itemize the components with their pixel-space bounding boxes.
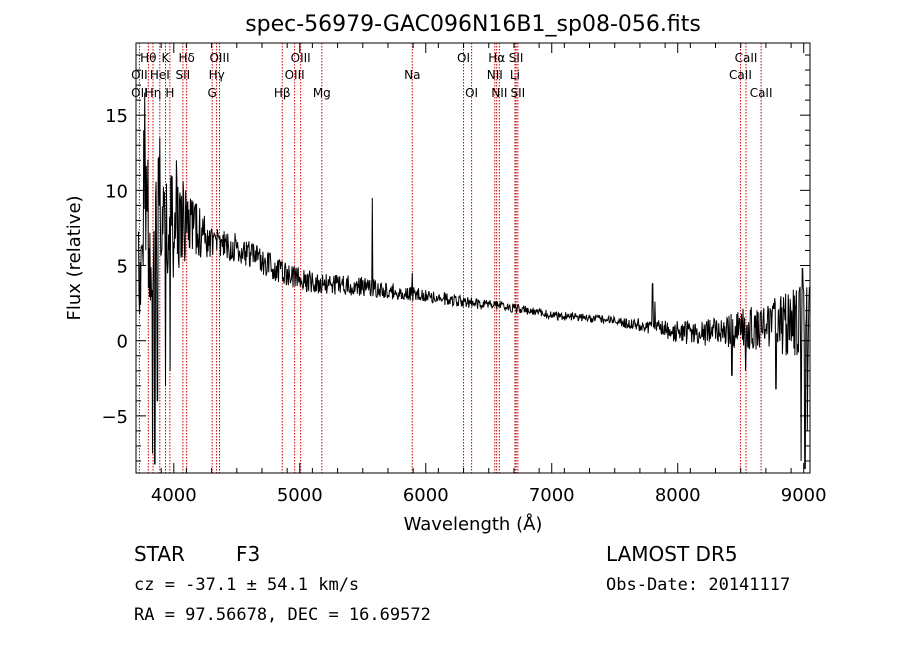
line-label: SII [510,86,525,100]
y-tick-label: 5 [117,257,128,278]
line-label: OIII [291,51,311,65]
redshift-cz: cz = -37.1 ± 54.1 km/s [134,575,359,595]
y-tick-label: 15 [105,106,128,127]
line-label: NII [487,68,503,82]
line-label: SII [176,68,191,82]
line-label: OII [131,68,148,82]
y-axis: −5 0 5 10 15 [101,54,810,462]
line-label: CaII [729,68,752,82]
line-label: CaII [735,51,758,65]
y-tick-label: −5 [101,407,128,428]
x-axis-label: Wavelength (Å) [404,513,543,535]
x-tick-label: 4000 [151,485,197,506]
line-label: NII [491,86,507,100]
x-tick-label: 5000 [277,485,323,506]
line-label: OIII [285,68,305,82]
line-label: OI [465,86,478,100]
observation-date: Obs-Date: 20141117 [606,575,790,595]
coordinates: RA = 97.56678, DEC = 16.69572 [134,605,431,625]
line-label: Li [510,68,520,82]
spectrum-line [138,92,810,469]
line-label: HeI [150,68,170,82]
line-label: Hβ [274,86,291,100]
line-label: Hθ [140,51,156,65]
line-label: Hγ [209,68,225,82]
subclass: F3 [236,542,260,566]
chart-title: spec-56979-GAC096N16B1_sp08-056.fits [245,12,701,37]
x-tick-label: 9000 [781,485,827,506]
line-label: Hα [488,51,505,65]
line-label: K [162,51,171,65]
x-tick-label: 7000 [529,485,575,506]
line-label: OIII [209,51,229,65]
object-type: STAR [134,542,185,566]
line-label: G [208,86,217,100]
x-tick-label: 6000 [403,485,449,506]
line-label: Hη [145,86,162,100]
survey-name: LAMOST DR5 [606,542,738,566]
line-label: Hδ [178,51,194,65]
line-label: CaII [750,86,773,100]
x-tick-label: 8000 [655,485,701,506]
y-tick-label: 10 [105,181,128,202]
line-label: Na [404,68,420,82]
line-label: Mg [313,86,331,100]
line-label: H [165,86,174,100]
line-markers [138,43,762,473]
plot-frame [135,42,811,474]
line-label: OI [457,51,470,65]
line-label: SII [509,51,524,65]
x-axis: 4000 5000 6000 7000 8000 9000 [135,43,827,506]
line-label: OII [131,86,148,100]
y-axis-label: Flux (relative) [64,195,85,320]
y-tick-label: 0 [117,332,128,353]
